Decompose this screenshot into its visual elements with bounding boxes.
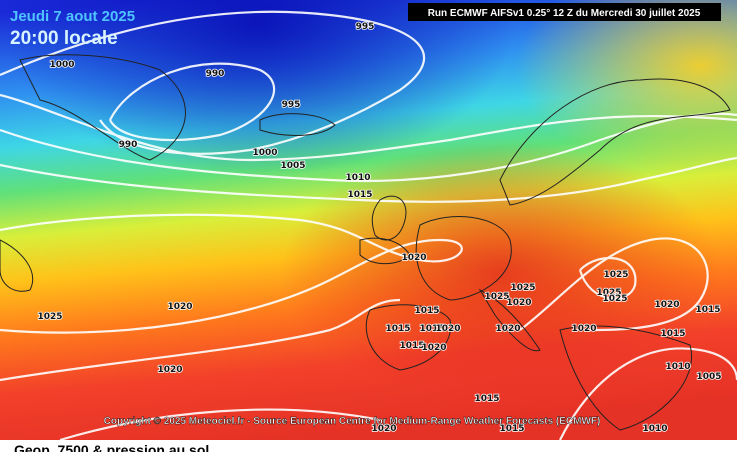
isobar-label: 1015 [499, 424, 524, 434]
isobar-label: 1010 [642, 424, 667, 434]
isobar-label: 1010 [665, 362, 690, 372]
isobar-label: 1020 [435, 324, 460, 334]
isobar-label: 995 [356, 22, 375, 32]
isobar-label: 1010 [345, 173, 370, 183]
isobar-label: 1015 [399, 341, 424, 351]
isobar-label: 1020 [167, 302, 192, 312]
isobar-label: 1025 [37, 312, 62, 322]
isobars [0, 10, 737, 442]
map-caption: Geop. 7500 & pression au sol [14, 442, 209, 452]
isobar-label: 1000 [49, 60, 74, 70]
isobar-label: 1015 [660, 329, 685, 339]
isobar-label: 1020 [506, 298, 531, 308]
isobar-label: 1005 [696, 372, 721, 382]
isobar-label: 1020 [421, 343, 446, 353]
isobar-label: 1025 [484, 292, 509, 302]
isobar-labels: 9951000990995990100010051010101510201025… [37, 21, 723, 435]
isobar-label: 1020 [654, 300, 679, 310]
run-info: Run ECMWF AIFSv1 0.25° 12 Z du Mercredi … [428, 8, 701, 19]
isobar-label: 1020 [571, 324, 596, 334]
isobar-label: 1015 [419, 324, 444, 334]
isobar-label: 1015 [695, 305, 720, 315]
isobar-label: 995 [282, 100, 301, 110]
caption-strip [0, 440, 737, 452]
isobar-label: 1020 [495, 324, 520, 334]
isobar-label: 1025 [603, 270, 628, 280]
isobar-label: 1005 [280, 161, 305, 171]
isobar-label: 1025 [510, 283, 535, 293]
run-box [408, 3, 721, 21]
isobar-label: 1020 [401, 253, 426, 263]
ne-area [0, 0, 737, 440]
isobar-label: 1025 [602, 294, 627, 304]
isobar-label: 1015 [474, 394, 499, 404]
isobar-label: 990 [119, 140, 138, 150]
isobar-label: 1015 [347, 190, 372, 200]
isobar-label: 1015 [385, 324, 410, 334]
isobar-label: 1015 [414, 306, 439, 316]
isobar-label: 1000 [252, 148, 277, 158]
isobar-label: 1025 [596, 288, 621, 298]
coastlines [0, 54, 731, 431]
isobar-label: 990 [206, 69, 225, 79]
copyright: Copyright © 2025 Meteociel.fr - Source E… [104, 416, 601, 427]
isobar-label: 1020 [371, 424, 396, 434]
forecast-date: Jeudi 7 aout 2025 [10, 8, 135, 25]
isobar-label: 1020 [157, 365, 182, 375]
forecast-time: 20:00 locale [10, 28, 118, 49]
